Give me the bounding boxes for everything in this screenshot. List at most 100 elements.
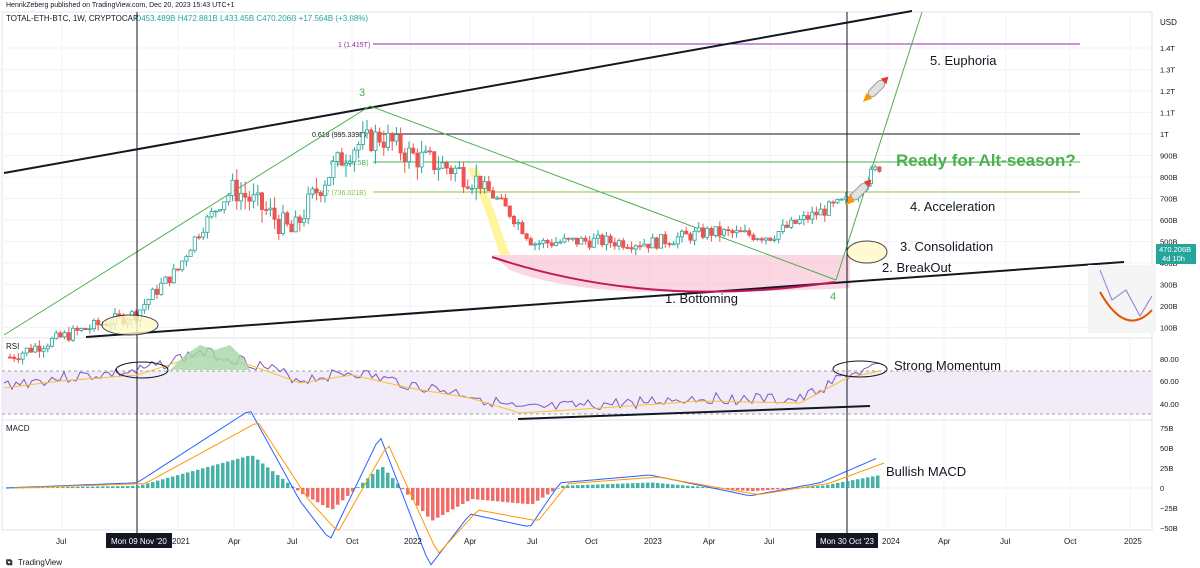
candle-body bbox=[873, 166, 878, 170]
macd-bar bbox=[421, 488, 425, 512]
macd-bar bbox=[566, 485, 570, 488]
candle-body bbox=[499, 197, 504, 200]
candle-body bbox=[264, 209, 269, 211]
macd-bar bbox=[101, 486, 105, 488]
time-tick-label: Apr bbox=[703, 537, 716, 546]
candle-body bbox=[96, 320, 101, 326]
candle-body bbox=[331, 161, 336, 178]
macd-bar bbox=[541, 488, 545, 498]
rocket-icon-2 bbox=[845, 179, 872, 206]
lower-channel-line bbox=[85, 261, 1125, 338]
candle-body bbox=[54, 332, 59, 339]
candle-body bbox=[806, 215, 811, 220]
macd-bar bbox=[591, 484, 595, 488]
macd-bar bbox=[216, 464, 220, 488]
macd-bar bbox=[41, 487, 45, 488]
macd-bar bbox=[346, 488, 350, 496]
candle-body bbox=[377, 131, 382, 143]
momentum-label: Strong Momentum bbox=[894, 358, 1001, 373]
candle-body bbox=[776, 231, 781, 240]
macd-bar bbox=[371, 473, 375, 488]
candle-body bbox=[512, 216, 517, 225]
macd-bar bbox=[236, 458, 240, 488]
candle-body bbox=[768, 237, 773, 241]
candle-body bbox=[612, 242, 617, 247]
candle-body bbox=[276, 218, 281, 235]
macd-bar bbox=[456, 488, 460, 507]
time-tick-label: 2021 bbox=[172, 537, 190, 546]
macd-bar bbox=[581, 485, 585, 488]
macd-bar bbox=[631, 483, 635, 488]
candle-body bbox=[16, 358, 21, 361]
candle-body bbox=[764, 237, 769, 241]
price-tick-label: 700B bbox=[1160, 195, 1178, 204]
candle-body bbox=[730, 230, 735, 234]
macd-bar bbox=[276, 475, 280, 488]
candle-body bbox=[474, 175, 479, 189]
macd-bar bbox=[526, 488, 530, 505]
upper-channel-line bbox=[3, 10, 913, 174]
macd-tick-label: 75B bbox=[1160, 424, 1173, 433]
macd-bar bbox=[671, 484, 675, 488]
candle-body bbox=[255, 192, 260, 196]
macd-bar bbox=[81, 486, 85, 488]
macd-bar bbox=[686, 485, 690, 488]
macd-bar bbox=[426, 488, 430, 517]
macd-bar bbox=[496, 488, 500, 502]
price-tick-label: 500B bbox=[1160, 238, 1178, 247]
macd-bar bbox=[661, 483, 665, 488]
rsi-ma-line bbox=[3, 354, 881, 414]
macd-bar bbox=[816, 486, 820, 488]
candle-body bbox=[251, 194, 256, 202]
candle-body bbox=[159, 282, 164, 295]
candle-body bbox=[507, 205, 512, 217]
rocket-icon bbox=[862, 76, 889, 103]
macd-bar bbox=[756, 488, 760, 491]
candle-body bbox=[604, 235, 609, 246]
macd-bar bbox=[636, 483, 640, 488]
macd-bar bbox=[731, 488, 735, 490]
macd-bar bbox=[281, 478, 285, 488]
macd-bar bbox=[666, 483, 670, 488]
candle-body bbox=[87, 328, 92, 331]
macd-bar bbox=[326, 488, 330, 508]
macd-bar bbox=[681, 485, 685, 488]
macd-bar bbox=[851, 480, 855, 488]
macd-bar bbox=[396, 483, 400, 488]
altseason-label: Ready for Alt-season? bbox=[896, 151, 1076, 170]
candle-body bbox=[280, 212, 285, 235]
macd-bar bbox=[586, 484, 590, 488]
candle-body bbox=[457, 167, 462, 169]
candle-body bbox=[167, 276, 172, 284]
crosshair-left-date-box bbox=[106, 533, 172, 548]
bottoming-zone bbox=[492, 255, 850, 292]
macd-bar bbox=[776, 488, 780, 490]
highlight-ellipses bbox=[101, 240, 888, 379]
candle-body bbox=[238, 192, 243, 202]
bottoming-label: 1. Bottoming bbox=[665, 291, 738, 306]
candle-body bbox=[814, 211, 819, 216]
candle-body bbox=[7, 356, 12, 359]
time-tick-label: 2025 bbox=[1124, 537, 1142, 546]
candle-body bbox=[234, 179, 239, 202]
macd-bar bbox=[141, 484, 145, 488]
candle-body bbox=[541, 240, 546, 244]
time-tick-label: 2022 bbox=[404, 537, 422, 546]
macd-bar bbox=[606, 484, 610, 488]
rsi-tick-label: 80.00 bbox=[1160, 355, 1179, 364]
macd-bar bbox=[741, 488, 745, 491]
macd-bar bbox=[166, 477, 170, 488]
macd-bar bbox=[466, 488, 470, 502]
candle-body bbox=[608, 235, 613, 244]
candle-body bbox=[394, 134, 399, 142]
decline-zone bbox=[468, 168, 510, 255]
candle-body bbox=[318, 192, 323, 197]
fib-1-label: 1 (1.415T) bbox=[338, 42, 370, 49]
rsi-pane-title: RSI bbox=[6, 342, 19, 351]
candle-body bbox=[705, 228, 710, 238]
macd-bar bbox=[66, 486, 70, 488]
candle-body bbox=[83, 327, 88, 331]
candle-body bbox=[810, 211, 815, 220]
candle-body bbox=[633, 245, 638, 250]
